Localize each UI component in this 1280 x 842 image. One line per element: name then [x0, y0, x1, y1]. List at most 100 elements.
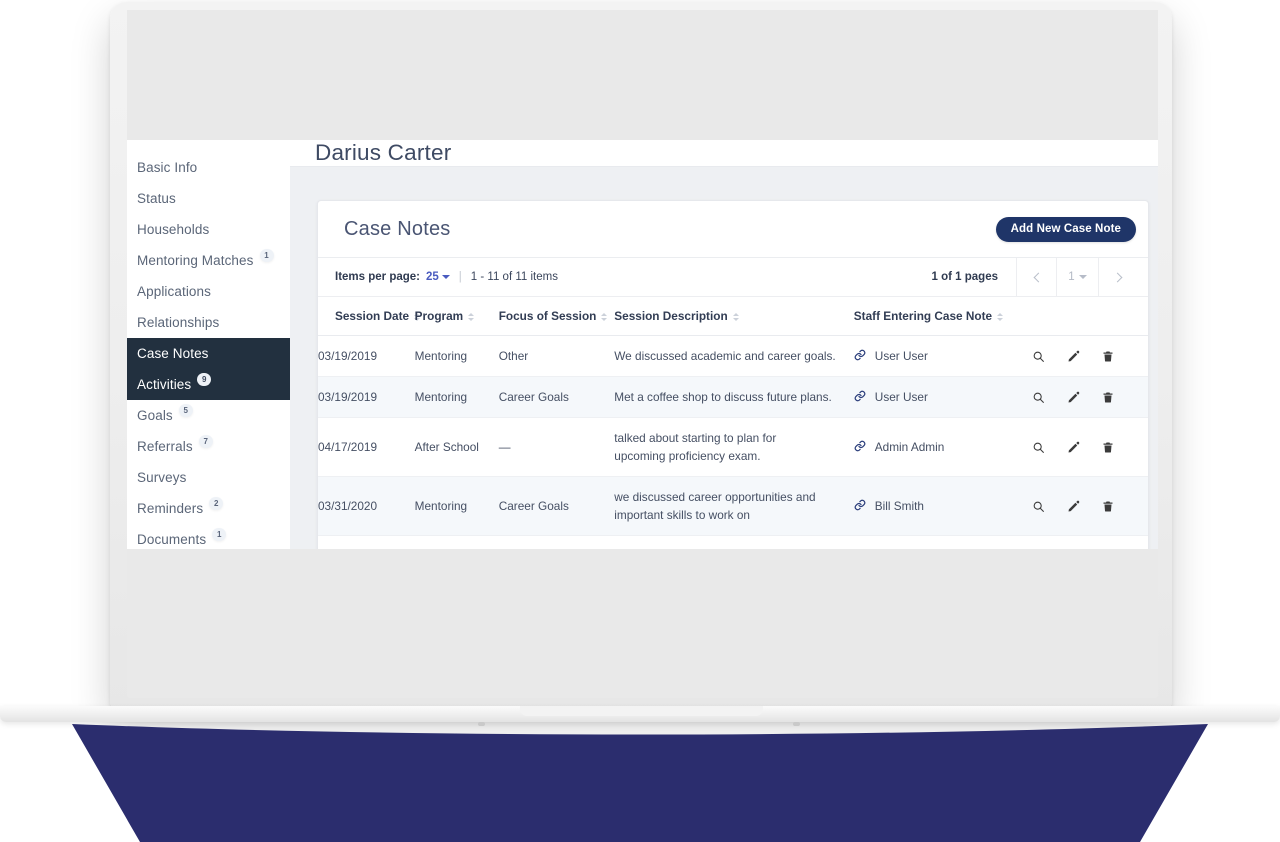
column-header-label: Program [414, 309, 464, 323]
link-icon[interactable] [854, 349, 866, 364]
sidebar-item-case-notes[interactable]: Case Notes [127, 338, 290, 369]
table-row[interactable]: 04/17/2019 After School — talked about star… [318, 417, 1148, 477]
cell-program: After School [414, 417, 499, 477]
cell-session-description: We discussed academic and career goals. [614, 335, 854, 377]
page-title: Darius Carter [315, 140, 452, 165]
table-row[interactable]: 04/01/2020MentoringAcademicstalked about… [318, 535, 1148, 550]
edit-icon[interactable] [1067, 500, 1080, 513]
sort-toggle-icon[interactable] [732, 313, 739, 321]
cell-session-description: we discussed career opportunities and imp… [614, 476, 854, 536]
items-per-page-select[interactable]: 25 [426, 271, 450, 283]
sidebar-item-label: Basic Info [137, 160, 198, 175]
cell-session-date: 04/01/2020 [318, 535, 415, 549]
staff-name: Admin Admin [874, 440, 945, 454]
view-icon[interactable] [1032, 441, 1045, 454]
column-header-session-date[interactable]: Session Date [318, 297, 421, 336]
sidebar-item-label: Reminders [137, 501, 204, 516]
cell-program: Mentoring [414, 335, 499, 377]
column-header-label: Session Description [614, 309, 728, 323]
column-header-staff-entering-case-note[interactable]: Staff Entering Case Note [853, 297, 1033, 336]
edit-icon[interactable] [1067, 391, 1080, 404]
cell-focus-of-session: Academics [498, 535, 615, 549]
delete-icon[interactable] [1102, 441, 1114, 454]
sidebar-item-label: Surveys [137, 470, 187, 485]
table-row[interactable]: 03/19/2019 Mentoring Career Goals Met a cof… [318, 376, 1148, 418]
cell-staff-entering-case-note: User User [853, 335, 1033, 377]
sort-toggle-icon[interactable] [997, 313, 1004, 321]
previous-page-button[interactable] [1016, 257, 1056, 297]
view-icon[interactable] [1032, 350, 1045, 363]
view-icon[interactable] [1032, 391, 1045, 404]
staff-name: Bill Smith [874, 499, 924, 513]
main-content: Darius Carter Case Notes Add New Case No… [290, 140, 1158, 549]
staff-cell: Admin Admin [854, 440, 1033, 455]
sidebar-item-households[interactable]: Households [127, 214, 290, 245]
sidebar-item-applications[interactable]: Applications [127, 276, 290, 307]
sidebar-item-label: Households [137, 222, 210, 237]
session-description-line: we discussed career opportunities and [614, 490, 816, 504]
laptop-screen: Basic Info Status Households Mentoring Matc… [127, 10, 1158, 549]
cell-session-date: 03/19/2019 [318, 335, 415, 377]
sidebar-nav: Basic Info Status Households Mentoring Matc… [127, 140, 290, 549]
cell-row-actions [1032, 535, 1148, 549]
card-header: Case Notes Add New Case Note [318, 201, 1148, 258]
column-header-program[interactable]: Program [414, 297, 499, 336]
table-row[interactable]: 03/19/2019 Mentoring Other We discussed aca… [318, 335, 1148, 377]
column-header-session-description[interactable]: Session Description [614, 297, 854, 336]
add-new-case-note-button[interactable]: Add New Case Note [995, 216, 1136, 242]
cell-focus-of-session: — [498, 417, 615, 477]
staff-cell: User User [854, 390, 1033, 405]
sidebar-item-label: Activities [137, 377, 192, 392]
content-body: Case Notes Add New Case Note Items per p… [290, 167, 1158, 549]
link-icon[interactable] [854, 440, 866, 455]
cell-staff-entering-case-note: Bill Smith [853, 476, 1033, 536]
page-number-select[interactable]: 1 [1056, 257, 1098, 297]
column-header-label: Staff Entering Case Note [853, 309, 993, 323]
sidebar-item-badge: 5 [178, 404, 193, 417]
sort-toggle-icon[interactable] [601, 313, 608, 321]
chevron-right-icon [1112, 272, 1122, 282]
sidebar-item-mentoring-matches[interactable]: Mentoring Matches 1 [127, 245, 290, 276]
session-description-line: Met a coffee shop to discuss future plan… [614, 390, 832, 404]
sidebar-item-basic-info[interactable]: Basic Info [127, 152, 290, 183]
view-icon[interactable] [1032, 500, 1045, 513]
column-header-focus-of-session[interactable]: Focus of Session [498, 297, 615, 336]
sidebar-item-status[interactable]: Status [127, 183, 290, 214]
staff-name: User User [874, 349, 928, 363]
sidebar-item-activities[interactable]: Activities 9 [127, 369, 290, 400]
sidebar-item-relationships[interactable]: Relationships [127, 307, 290, 338]
delete-icon[interactable] [1102, 391, 1114, 404]
sidebar-item-reminders[interactable]: Reminders 2 [127, 493, 290, 524]
sidebar-item-badge: 9 [197, 373, 212, 386]
pagination-controls: 1 of 1 pages 1 [932, 257, 1138, 297]
row-actions [1032, 391, 1148, 404]
table-row[interactable]: 03/31/2020 Mentoring Career Goals we discus… [318, 476, 1148, 536]
items-per-page-value: 25 [426, 271, 439, 283]
sidebar-item-goals[interactable]: Goals 5 [127, 400, 290, 431]
sidebar-item-surveys[interactable]: Surveys [127, 462, 290, 493]
items-range-text: 1 - 11 of 11 items [470, 271, 558, 283]
delete-icon[interactable] [1102, 350, 1114, 363]
link-icon[interactable] [854, 499, 866, 514]
edit-icon[interactable] [1067, 441, 1080, 454]
session-description-line: important skills to work on [614, 508, 750, 522]
cell-focus-of-session: Career Goals [498, 376, 615, 418]
sidebar-item-badge: 7 [198, 435, 213, 448]
edit-icon[interactable] [1067, 350, 1080, 363]
session-description-line: talked about career development [614, 547, 854, 549]
sort-toggle-icon[interactable] [468, 313, 475, 321]
delete-icon[interactable] [1102, 500, 1114, 513]
link-icon[interactable] [854, 390, 866, 405]
staff-name: User User [874, 390, 928, 404]
app-shell: Basic Info Status Households Mentoring Matc… [127, 140, 1158, 549]
sidebar-item-badge: 2 [209, 497, 224, 510]
sidebar-item-documents[interactable]: Documents 1 [127, 524, 290, 549]
sidebar-item-referrals[interactable]: Referrals 7 [127, 431, 290, 462]
cell-staff-entering-case-note: User User [853, 376, 1033, 418]
laptop-deck-notch [520, 706, 763, 716]
next-page-button[interactable] [1098, 257, 1138, 297]
table-body: 03/19/2019 Mentoring Other We discussed aca… [318, 335, 1148, 550]
cell-session-description: Met a coffee shop to discuss future plan… [614, 376, 854, 418]
row-actions [1032, 350, 1148, 363]
link-icon[interactable] [854, 549, 866, 550]
